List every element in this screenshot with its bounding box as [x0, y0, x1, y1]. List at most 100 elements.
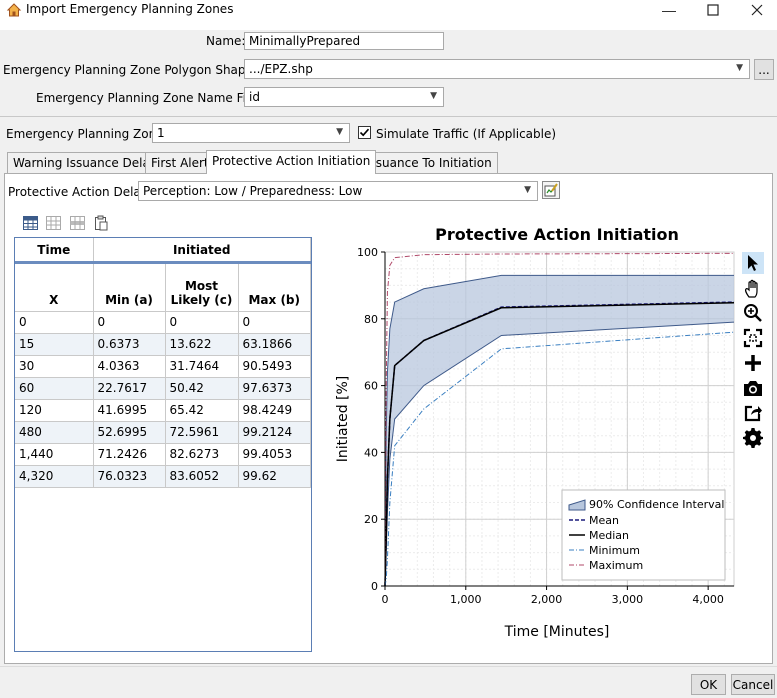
x-tick-label: 1,000 [450, 593, 482, 606]
table-cell[interactable]: 97.6373 [238, 377, 311, 400]
delete-row-icon[interactable] [70, 216, 86, 232]
table-cell[interactable]: 52.6995 [93, 421, 166, 444]
table-cell[interactable]: 31.7464 [165, 355, 239, 378]
zoom-in-icon [744, 304, 762, 322]
table-cell[interactable]: 22.7617 [93, 377, 166, 400]
grid-table-icon[interactable] [23, 216, 39, 232]
delay-select[interactable]: Perception: Low / Preparedness: Low ▼ [138, 181, 538, 201]
table-cell[interactable]: 63.1866 [238, 333, 311, 356]
epz-select[interactable]: 1 ▼ [152, 123, 350, 143]
simulate-checkbox[interactable] [358, 126, 371, 139]
table-row[interactable]: 30 4.0363 31.7464 90.5493 [15, 355, 311, 378]
cancel-button[interactable]: Cancel [731, 674, 775, 695]
table-row[interactable]: 60 22.7617 50.42 97.6373 [15, 377, 311, 400]
group-header-time: Time [15, 238, 94, 263]
column-header-min[interactable]: Min (a) [93, 264, 166, 312]
table-cell[interactable]: 0 [238, 311, 311, 334]
tab-protective-action-initiation[interactable]: Protective Action Initiation [206, 150, 377, 174]
protective-action-chart: Protective Action Initiation 0 1,000 2,000… [335, 225, 735, 640]
table-cell[interactable]: 65.42 [165, 399, 239, 422]
table-row[interactable]: 1,440 71.2426 82.6273 99.4053 [15, 443, 311, 466]
table-cell[interactable]: 4,320 [15, 465, 94, 488]
table-cell[interactable]: 90.5493 [238, 355, 311, 378]
paste-icon[interactable] [94, 215, 110, 231]
insert-row-icon[interactable] [46, 216, 62, 232]
column-header-x[interactable]: X [15, 264, 94, 312]
legend-label: Mean [589, 514, 619, 527]
table-cell[interactable]: 98.4249 [238, 399, 311, 422]
close-button[interactable] [734, 0, 777, 20]
table-cell[interactable]: 0 [93, 311, 166, 334]
chevron-down-icon: ▼ [336, 127, 343, 137]
table-cell[interactable]: 15 [15, 333, 94, 356]
data-grid[interactable]: Time Initiated X Min (a) Most Likely (c)… [14, 237, 312, 652]
add-button[interactable] [742, 352, 764, 374]
minimize-button[interactable]: — [662, 2, 676, 18]
checkmark-icon [359, 128, 370, 137]
maximize-icon [707, 4, 719, 16]
x-tick-label: 3,000 [612, 593, 644, 606]
pointer-tool-button[interactable] [742, 252, 764, 274]
table-cell[interactable]: 120 [15, 399, 94, 422]
table-row[interactable]: 4,320 76.0323 83.6052 99.62 [15, 465, 311, 488]
table-cell[interactable]: 0.6373 [93, 333, 166, 356]
tab-first-alert[interactable]: First Alert [145, 152, 215, 173]
tab-issuance-to-initiation[interactable]: Issuance To Initiation [360, 152, 498, 173]
chart-title: Protective Action Initiation [435, 225, 679, 244]
table-cell[interactable]: 71.2426 [93, 443, 166, 466]
zoom-tool-button[interactable] [742, 302, 764, 324]
settings-button[interactable] [742, 427, 764, 449]
table-cell[interactable]: 0 [165, 311, 239, 334]
legend-label: Minimum [589, 544, 640, 557]
zoom-extents-button[interactable] [742, 327, 764, 349]
namefield-select[interactable]: id ▼ [244, 87, 444, 107]
table-row[interactable]: 15 0.6373 13.622 63.1866 [15, 333, 311, 356]
name-input[interactable]: MinimallyPrepared [244, 32, 444, 50]
table-cell[interactable]: 83.6052 [165, 465, 239, 488]
table-row[interactable]: 480 52.6995 72.5961 99.2124 [15, 421, 311, 444]
table-cell[interactable]: 99.62 [238, 465, 311, 488]
delay-label: Protective Action Delay: [8, 185, 152, 199]
table-cell[interactable]: 99.4053 [238, 443, 311, 466]
pan-tool-button[interactable] [742, 278, 764, 300]
table-cell[interactable]: 72.5961 [165, 421, 239, 444]
column-header-most-likely[interactable]: Most Likely (c) [165, 264, 239, 312]
close-icon [751, 4, 763, 16]
name-label: Name: [206, 34, 246, 48]
edit-distribution-button[interactable] [542, 181, 560, 199]
table-cell[interactable]: 30 [15, 355, 94, 378]
simulate-label: Simulate Traffic (If Applicable) [376, 127, 557, 141]
separator [0, 116, 777, 117]
table-cell[interactable]: 4.0363 [93, 355, 166, 378]
table-row[interactable]: 120 41.6995 65.42 98.4249 [15, 399, 311, 422]
shapefile-label: Emergency Planning Zone Polygon Shapefil… [3, 63, 276, 77]
y-tick-label: 0 [371, 580, 378, 593]
table-cell[interactable]: 0 [15, 311, 94, 334]
table-cell[interactable]: 41.6995 [93, 399, 166, 422]
tab-warning-issuance-delay[interactable]: Warning Issuance Delay [7, 152, 163, 173]
column-header-max[interactable]: Max (b) [238, 264, 311, 312]
table-cell[interactable]: 82.6273 [165, 443, 239, 466]
gear-icon [743, 428, 763, 448]
series-line-minimum [384, 331, 735, 587]
table-cell[interactable]: 480 [15, 421, 94, 444]
x-tick-label: 0 [382, 593, 389, 606]
chevron-down-icon: ▼ [524, 185, 531, 195]
table-cell[interactable]: 50.42 [165, 377, 239, 400]
shapefile-value: .../EPZ.shp [249, 62, 313, 76]
export-button[interactable] [742, 402, 764, 424]
table-cell[interactable]: 99.2124 [238, 421, 311, 444]
delay-value: Perception: Low / Preparedness: Low [143, 184, 363, 198]
y-tick-label: 80 [364, 313, 378, 326]
maximize-button[interactable] [690, 0, 736, 20]
table-cell[interactable]: 1,440 [15, 443, 94, 466]
browse-button[interactable]: ... [754, 59, 774, 80]
shapefile-select[interactable]: .../EPZ.shp ▼ [244, 59, 750, 79]
series-line-median [384, 302, 735, 587]
table-cell[interactable]: 60 [15, 377, 94, 400]
ok-button[interactable]: OK [691, 674, 726, 695]
snapshot-button[interactable] [742, 377, 764, 399]
table-cell[interactable]: 13.622 [165, 333, 239, 356]
table-cell[interactable]: 76.0323 [93, 465, 166, 488]
